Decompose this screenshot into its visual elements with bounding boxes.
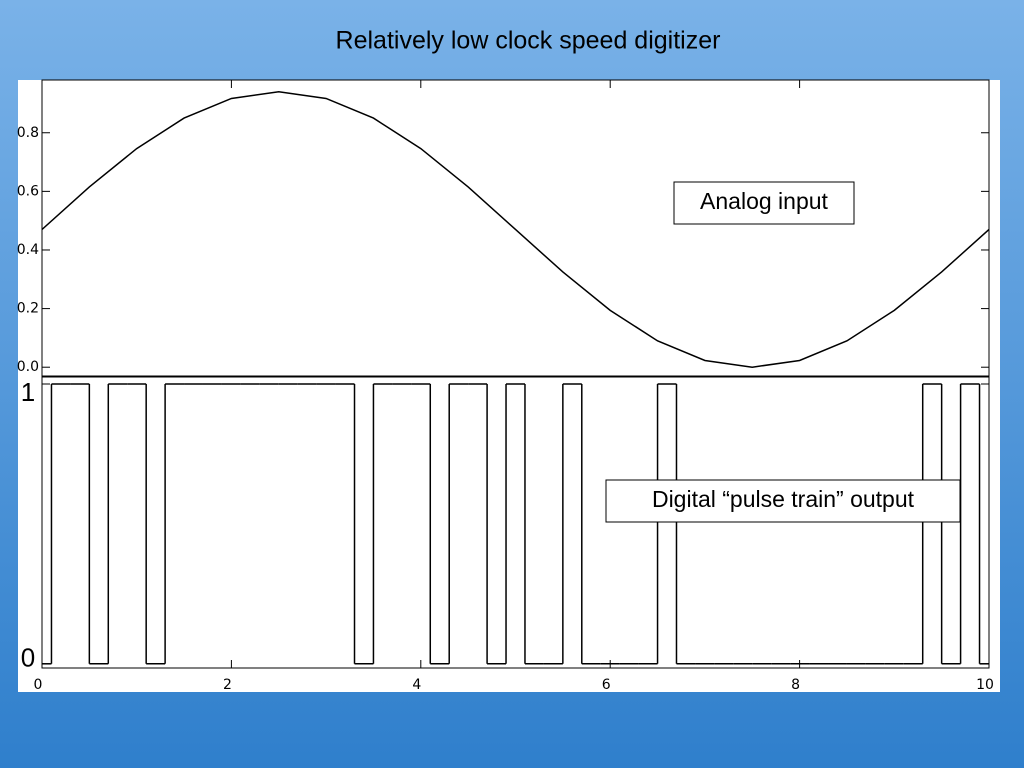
plot-clip [42, 90, 989, 368]
top-frame [41, 79, 990, 377]
annotation: Digital “pulse train” output [652, 486, 915, 512]
signal-line [42, 90, 989, 368]
x-tick-label: 10 [976, 677, 994, 693]
bottom-frame [41, 376, 990, 669]
x-tick-label: 0 [34, 677, 43, 693]
annotation: Analog input [700, 188, 828, 214]
y-tick-label: 0.2 [17, 301, 39, 317]
y-tick-label: 0.0 [17, 359, 39, 375]
y-tick-label: 1 [21, 377, 35, 407]
y-tick-label: 0.6 [17, 183, 39, 199]
x-tick-label: 2 [223, 677, 232, 693]
x-tick-label: 8 [791, 677, 800, 693]
x-tick-label: 6 [602, 677, 611, 693]
annotation-box [673, 181, 855, 225]
slide-title: Relatively low clock speed digitizer [336, 27, 721, 55]
y-tick-label: 0 [21, 643, 35, 673]
plot-clip [42, 383, 989, 665]
y-tick-label: 0.8 [17, 125, 39, 141]
x-tick-label: 4 [412, 677, 421, 693]
y-tick-label: 0.4 [17, 242, 39, 258]
annotation-box [605, 479, 961, 523]
